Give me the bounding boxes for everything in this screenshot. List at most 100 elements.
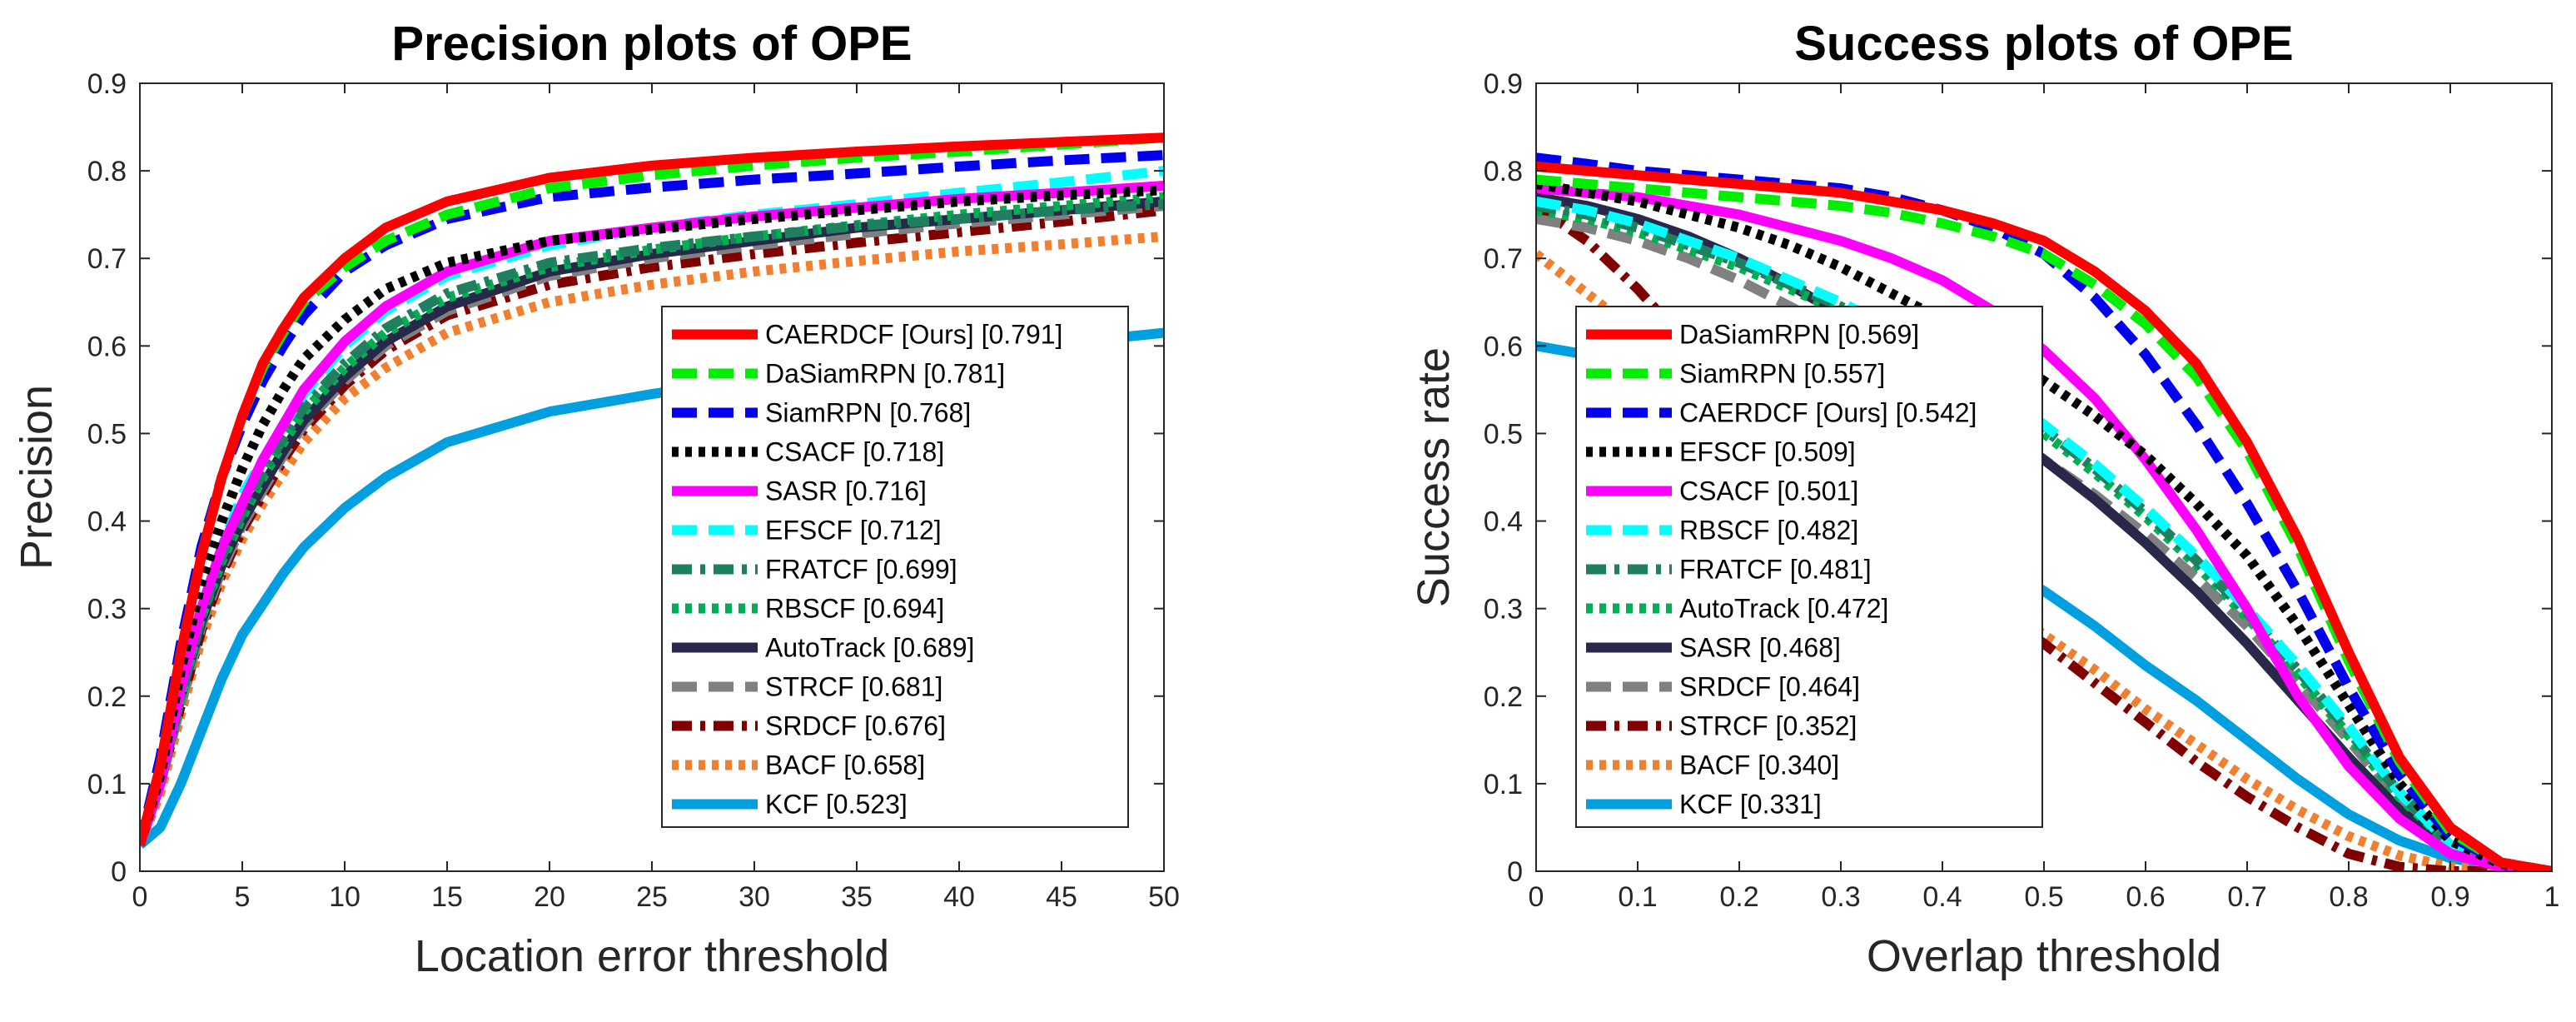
legend-item-fratcf: FRATCF [0.699] xyxy=(672,555,957,585)
x-tick-label: 0.5 xyxy=(2024,881,2063,913)
y-tick-label: 0.8 xyxy=(87,156,127,187)
legend: DaSiamRPN [0.569] SiamRPN [0.557] CAERDCF … xyxy=(1575,306,2043,828)
legend-item-sasr: SASR [0.716] xyxy=(672,476,927,506)
series-line-csacf xyxy=(1536,183,2552,871)
legend-item-sasr: SASR [0.468] xyxy=(1586,633,1841,663)
legend-item-caerdcf: CAERDCF [Ours] [0.791] xyxy=(672,320,1062,350)
y-tick-label: 0.3 xyxy=(87,594,127,626)
legend-item-kcf: KCF [0.523] xyxy=(672,790,908,820)
series-line-csacf xyxy=(140,185,1164,847)
x-tick-label: 30 xyxy=(738,881,770,913)
legend-item-dasiamrpn: DaSiamRPN [0.569] xyxy=(1586,320,1919,350)
y-axis-label: Precision xyxy=(12,385,62,570)
legend-label: SASR [0.716] xyxy=(765,476,927,506)
y-tick-label: 0.4 xyxy=(1484,506,1523,538)
series-line-dasiamrpn xyxy=(1536,161,2552,871)
y-tick-label: 0 xyxy=(111,856,127,888)
success-chart: Success plots of OPE 0 0.1 0.2 0.3 0.4 0.5 0.6 0… xyxy=(1409,17,2559,981)
x-axis-label: Location error threshold xyxy=(415,931,889,981)
legend-item-autotrack: AutoTrack [0.689] xyxy=(672,633,974,663)
legend-label: CAERDCF [Ours] [0.542] xyxy=(1679,398,1977,428)
series-line-rbscf xyxy=(1536,196,2552,871)
y-tick-label: 0.7 xyxy=(87,243,127,275)
x-tick-label: 0.6 xyxy=(2126,881,2165,913)
x-tick-label: 0.7 xyxy=(2227,881,2266,913)
x-tick-label: 25 xyxy=(636,881,668,913)
legend-item-efscf: EFSCF [0.712] xyxy=(672,516,942,546)
y-tick-label: 0.8 xyxy=(1484,156,1523,187)
legend-item-kcf: KCF [0.331] xyxy=(1586,790,1822,820)
y-tick-label: 0.1 xyxy=(87,769,127,800)
precision-chart: Precision plots of OPE 0 5 10 15 20 25 30 35 40 45… xyxy=(12,17,1180,981)
x-tick-label: 0 xyxy=(1529,881,1544,913)
y-tick-label: 0.3 xyxy=(1484,594,1523,626)
legend-label: SRDCF [0.464] xyxy=(1679,672,1860,702)
y-axis-label: Success rate xyxy=(1409,347,1459,607)
legend-item-fratcf: FRATCF [0.481] xyxy=(1586,555,1872,585)
x-tick-label: 15 xyxy=(431,881,463,913)
series-line-caerdcf xyxy=(140,132,1164,847)
legend-label: CSACF [0.501] xyxy=(1679,476,1858,506)
legend-item-siamrpn: SiamRPN [0.557] xyxy=(1586,359,1885,389)
y-tick-label: 0 xyxy=(1507,856,1523,888)
y-tick-label: 0.4 xyxy=(87,506,127,538)
y-tick-label: 0.5 xyxy=(1484,418,1523,450)
legend-box xyxy=(1575,306,2043,828)
y-tick-label: 0.9 xyxy=(87,68,127,100)
series-line-efscf xyxy=(1536,178,2552,871)
x-tick-label: 0.9 xyxy=(2430,881,2469,913)
x-tick-label: 0.1 xyxy=(1618,881,1657,913)
legend-label: CSACF [0.718] xyxy=(765,437,944,467)
legend-item-siamrpn: SiamRPN [0.768] xyxy=(672,398,971,428)
legend-label: SiamRPN [0.768] xyxy=(765,398,971,428)
legend-label: RBSCF [0.694] xyxy=(765,594,944,624)
legend-label: BACF [0.658] xyxy=(765,750,925,780)
x-tick-label: 0.4 xyxy=(1922,881,1962,913)
x-tick-label: 10 xyxy=(329,881,361,913)
series-lines xyxy=(1536,152,2552,871)
legend-label: RBSCF [0.482] xyxy=(1679,516,1858,546)
y-tick-label: 0.2 xyxy=(87,681,127,713)
legend-box xyxy=(661,306,1129,828)
legend-label: AutoTrack [0.689] xyxy=(765,633,974,663)
legend-item-strcf: STRCF [0.681] xyxy=(672,672,942,702)
legend-item-srdcf: SRDCF [0.464] xyxy=(1586,672,1860,702)
legend-item-csacf: CSACF [0.501] xyxy=(1586,476,1858,506)
legend-item-strcf: STRCF [0.352] xyxy=(1586,711,1857,741)
x-tick-label: 20 xyxy=(534,881,565,913)
series-line-sasr xyxy=(140,181,1164,847)
legend-item-srdcf: SRDCF [0.676] xyxy=(672,711,946,741)
legend: CAERDCF [Ours] [0.791] DaSiamRPN [0.781] S… xyxy=(661,306,1129,828)
series-line-fratcf xyxy=(140,199,1164,847)
x-tick-label: 35 xyxy=(841,881,873,913)
chart-title: Success plots of OPE xyxy=(1794,17,2294,71)
x-tick-label: 0.2 xyxy=(1719,881,1758,913)
legend-item-caerdcf: CAERDCF [Ours] [0.542] xyxy=(1586,398,1977,428)
legend-item-rbscf: RBSCF [0.482] xyxy=(1586,516,1858,546)
x-tick-label: 50 xyxy=(1148,881,1180,913)
chart-title: Precision plots of OPE xyxy=(391,17,912,71)
legend-label: STRCF [0.352] xyxy=(1679,711,1857,741)
x-tick-label: 45 xyxy=(1046,881,1077,913)
legend-label: SiamRPN [0.557] xyxy=(1679,359,1885,389)
legend-label: FRATCF [0.699] xyxy=(765,555,957,585)
legend-label: CAERDCF [Ours] [0.791] xyxy=(765,320,1062,350)
legend-label: KCF [0.331] xyxy=(1679,790,1822,820)
legend-item-bacf: BACF [0.658] xyxy=(672,750,925,780)
y-tick-label: 0.6 xyxy=(1484,331,1523,362)
legend-label: SASR [0.468] xyxy=(1679,633,1841,663)
legend-label: STRCF [0.681] xyxy=(765,672,942,702)
y-tick-label: 0.9 xyxy=(1484,68,1523,100)
y-tick-label: 0.1 xyxy=(1484,769,1523,800)
y-tick-label: 0.2 xyxy=(1484,681,1523,713)
x-tick-label: 5 xyxy=(235,881,251,913)
legend-item-rbscf: RBSCF [0.694] xyxy=(672,594,944,624)
y-tick-label: 0.5 xyxy=(87,418,127,450)
legend-label: EFSCF [0.509] xyxy=(1679,437,1856,467)
legend-label: FRATCF [0.481] xyxy=(1679,555,1872,585)
legend-label: DaSiamRPN [0.569] xyxy=(1679,320,1919,350)
legend-label: DaSiamRPN [0.781] xyxy=(765,359,1005,389)
legend-item-bacf: BACF [0.340] xyxy=(1586,750,1839,780)
series-lines xyxy=(140,132,1164,850)
